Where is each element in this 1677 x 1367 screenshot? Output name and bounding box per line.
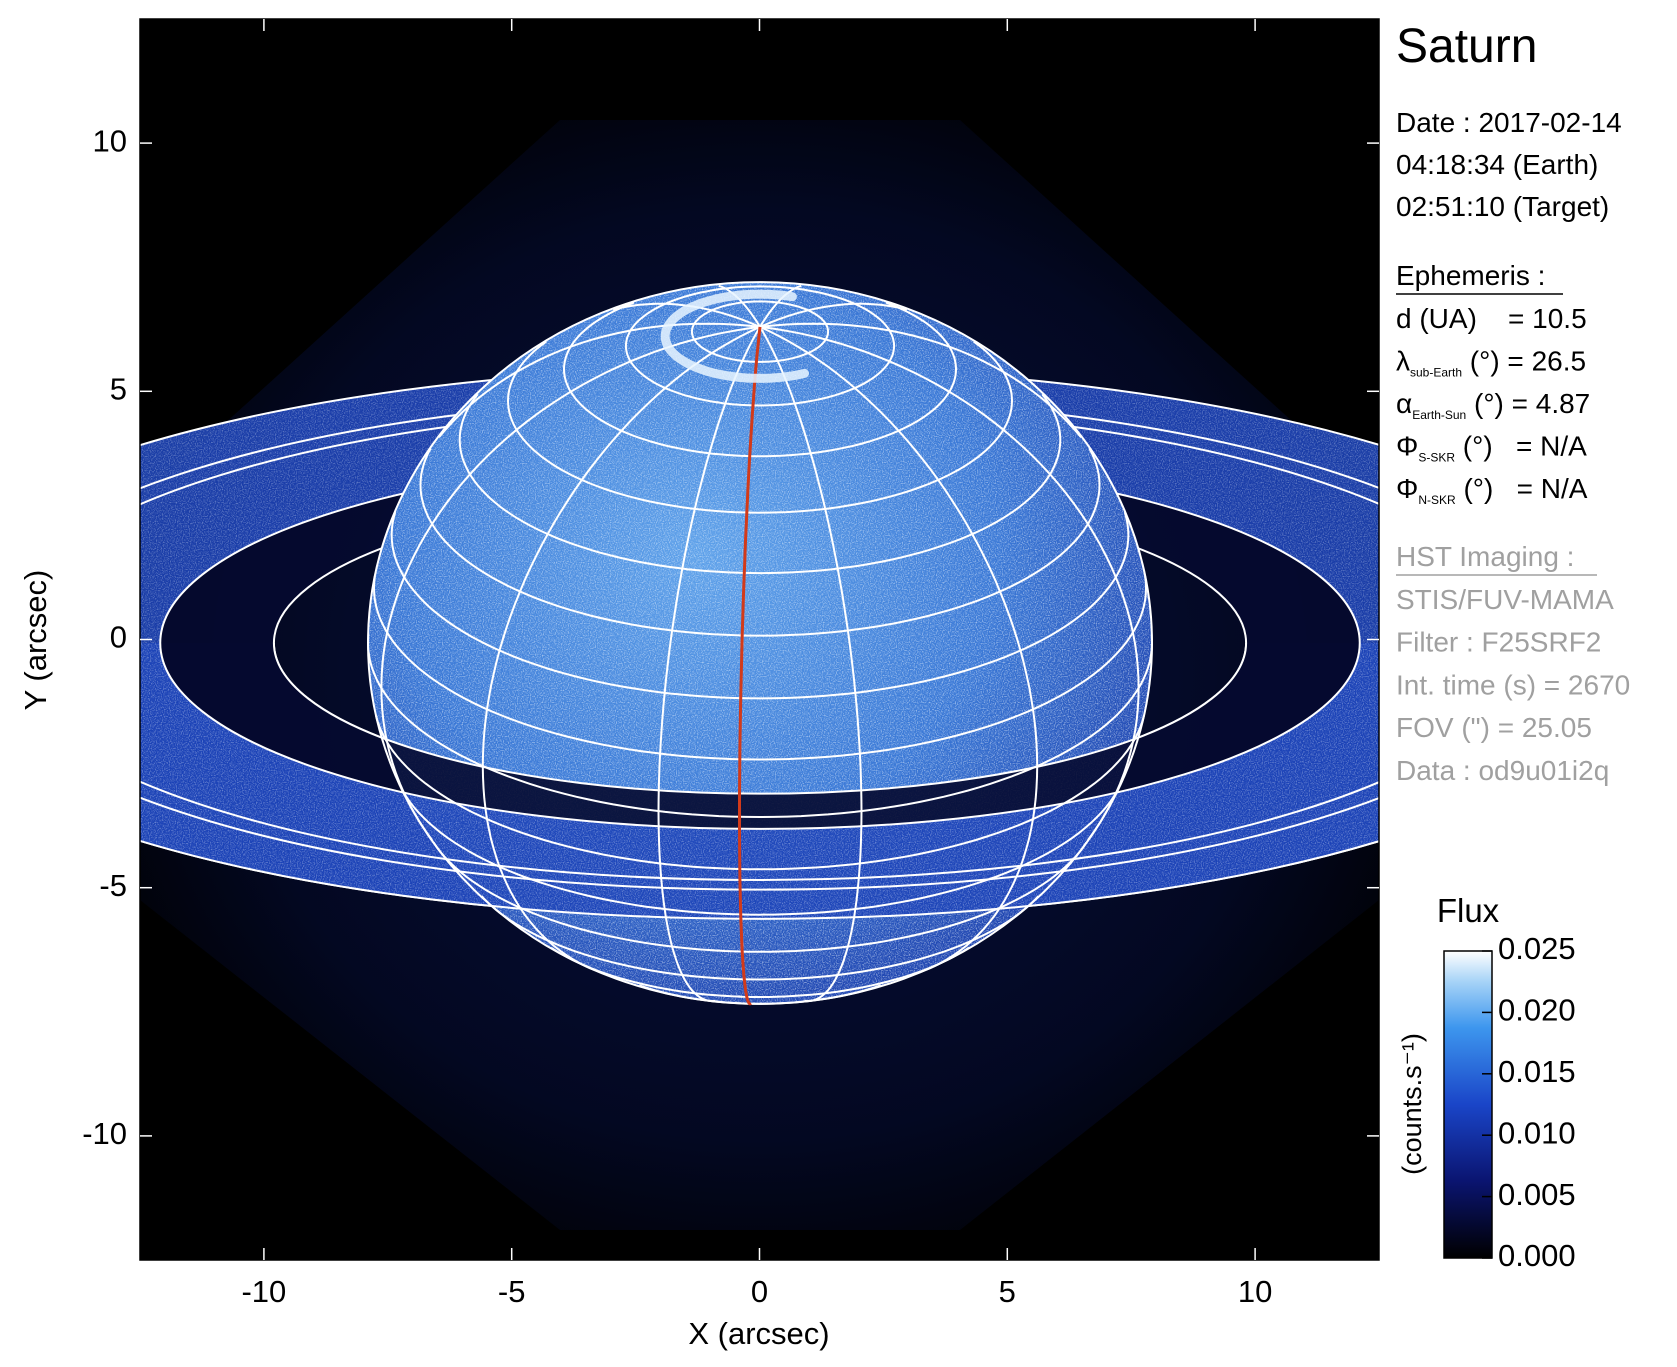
ring-gap (160, 643, 1360, 829)
ephemeris-symbol: Φ (1396, 431, 1418, 462)
meridian-line (481, 325, 761, 975)
colorbar-tick-label: 0.005 (1498, 1177, 1576, 1212)
planet-limb (367, 281, 1153, 1005)
ring-line (140, 780, 1379, 881)
ring-line (140, 839, 1379, 920)
axes: -10 -5 0 5 10 -10 -5 0 5 10 (82, 19, 1379, 1309)
latitude-line (372, 575, 1148, 761)
ring-band-noise (140, 643, 1379, 919)
y-tick-label: 0 (110, 620, 127, 655)
y-axis-label: Y (arcsec) (18, 570, 53, 711)
hst-list: STIS/FUV-MAMA Filter : F25SRF2 Int. time (… (1396, 584, 1630, 786)
colorbar-tick-label: 0.015 (1498, 1054, 1576, 1089)
latitude-line (458, 393, 1062, 575)
x-axis-label: X (arcsec) (688, 1316, 829, 1351)
colorbar-title: Flux (1437, 892, 1500, 929)
hst-item: Int. time (s) = 2670 (1396, 669, 1630, 700)
latitude-line (390, 511, 1130, 700)
ring-line (273, 643, 1247, 795)
ephemeris-sub: Earth-Sun (1412, 408, 1466, 422)
colorbar: Flux (counts.s⁻¹) 0.0000.0050.0100.0150.… (1397, 892, 1575, 1273)
latitude-line (624, 285, 896, 407)
colorbar-tick-label: 0.025 (1498, 931, 1576, 966)
latitude-line (562, 301, 958, 458)
title: Saturn (1396, 20, 1537, 73)
meridian-line (759, 322, 1082, 438)
x-tick-label: 0 (751, 1274, 768, 1309)
latitude-line (375, 715, 1145, 871)
hst-title: HST Imaging : (1396, 541, 1574, 572)
latitude-line (367, 642, 1153, 819)
meridian-line (759, 326, 863, 1003)
latitude-line (396, 779, 1124, 916)
ephemeris-item: ΦS-SKR (°) = N/A (1396, 431, 1587, 465)
ephemeris-symbol: Φ (1396, 473, 1418, 504)
ephemeris-sub: N-SKR (1418, 493, 1456, 507)
rings-front (140, 643, 1379, 920)
aurora (660, 289, 809, 383)
colorbar-tick-label: 0.010 (1498, 1115, 1576, 1150)
date: Date : 2017-02-14 (1396, 107, 1622, 138)
hst-item: Data : od9u01i2q (1396, 755, 1609, 786)
hst-item: Filter : F25SRF2 (1396, 627, 1601, 658)
ephemeris-item: d (UA) = 10.5 (1396, 303, 1587, 334)
meridian-line (438, 322, 761, 438)
x-tick-label: -10 (241, 1274, 286, 1309)
latitude-line (419, 448, 1101, 637)
colorbar-tick-label: 0.000 (1498, 1238, 1576, 1273)
meridian-line (612, 302, 761, 328)
meridian-line (759, 302, 908, 328)
colorbar-label: (counts.s⁻¹) (1397, 1033, 1427, 1175)
ephemeris-symbol: α (1396, 388, 1412, 419)
ephemeris-text: (°) = N/A (1455, 431, 1587, 462)
y-tick-label: -5 (99, 868, 127, 903)
ephemeris-item: ΦN-SKR (°) = N/A (1396, 473, 1588, 507)
x-tick-label: 10 (1238, 1274, 1272, 1309)
latitude-line (550, 946, 970, 998)
ephemeris-title: Ephemeris : (1396, 260, 1545, 291)
ephemeris-item: λsub-Earth (°) = 26.5 (1396, 346, 1586, 380)
colorbar-scale (1443, 950, 1493, 1259)
ephemeris-text: d (UA) = 10.5 (1396, 303, 1587, 334)
y-tick-label: -10 (82, 1116, 127, 1151)
latitude-line (506, 340, 1014, 514)
x-tick-label: -5 (498, 1274, 526, 1309)
central-meridian (738, 326, 762, 1006)
colorbar-ticks: 0.000 0.005 0.010 0.015 0.020 0.025 (1482, 931, 1576, 1273)
ephemeris-text: (°) = N/A (1456, 473, 1588, 504)
ephemeris-symbol: λ (1396, 346, 1410, 377)
ring-line (159, 643, 1361, 830)
info-panel: Saturn Date : 2017-02-14 04:18:34 (Earth… (1396, 20, 1630, 786)
ring-line (140, 796, 1379, 891)
ephemeris-sub: sub-Earth (1410, 366, 1462, 380)
planet-grid (367, 281, 1153, 1006)
meridian-line (657, 326, 761, 1003)
x-tick-label: 5 (999, 1274, 1016, 1309)
time-earth: 04:18:34 (Earth) (1396, 149, 1598, 180)
y-tick-label: 5 (110, 371, 127, 406)
ephemeris-text: (°) = 26.5 (1462, 346, 1586, 377)
hst-item: FOV (") = 25.05 (1396, 712, 1592, 743)
image (140, 19, 1379, 1260)
hst-item: STIS/FUV-MAMA (1396, 584, 1614, 615)
ephemeris-list: d (UA) = 10.5 λsub-Earth (°) = 26.5 αEarth… (1396, 303, 1590, 507)
meridian-line (759, 325, 1140, 841)
colorbar-tick-label: 0.020 (1498, 993, 1576, 1028)
meridian-line (759, 325, 1039, 975)
ephemeris-sub: S-SKR (1418, 451, 1455, 465)
ephemeris-text: (°) = 4.87 (1466, 388, 1590, 419)
latitude-line (432, 842, 1088, 953)
latitude-line (690, 300, 830, 363)
ephemeris-item: αEarth-Sun (°) = 4.87 (1396, 388, 1590, 422)
time-target: 02:51:10 (Target) (1396, 191, 1609, 222)
y-tick-label: 10 (93, 123, 127, 158)
meridian-line (380, 325, 761, 841)
